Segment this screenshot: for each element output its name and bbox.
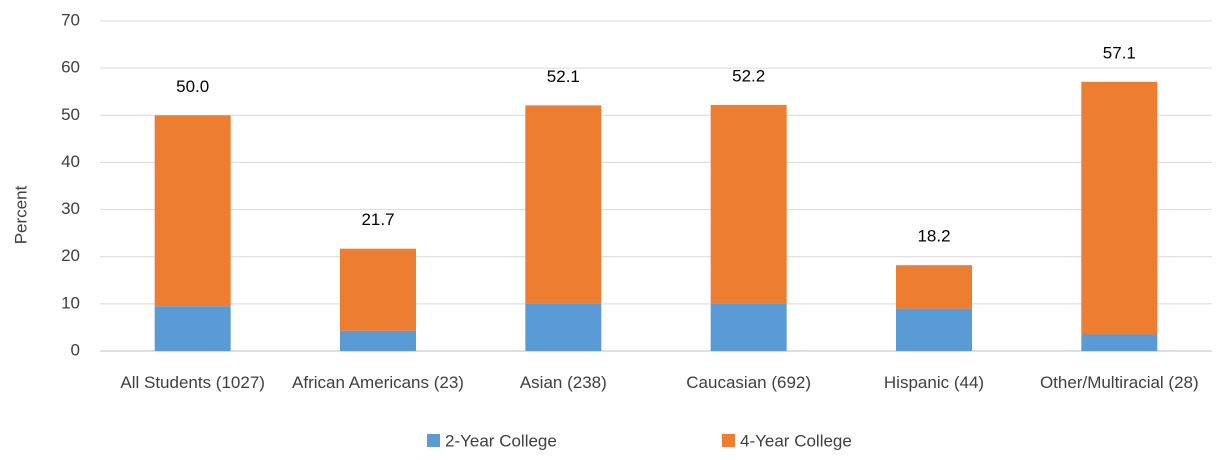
total-label: 21.7: [361, 210, 394, 229]
y-tick-label: 40: [61, 152, 80, 171]
bar-segment: [525, 303, 602, 351]
bar-segment: [340, 330, 416, 351]
y-axis-title: Percent: [11, 185, 30, 244]
y-tick-label: 10: [61, 293, 80, 312]
bar-segment: [154, 306, 231, 351]
y-tick-label: 50: [61, 105, 80, 124]
legend-swatch: [427, 434, 440, 447]
x-tick-label: Asian (238): [519, 373, 607, 392]
total-label: 52.2: [732, 66, 765, 85]
bar-segment: [154, 115, 231, 307]
total-label: 57.1: [1103, 43, 1136, 62]
y-tick-label: 0: [71, 340, 80, 359]
total-label: 52.1: [547, 67, 580, 86]
bar-segment: [1081, 81, 1158, 335]
x-tick-label: All Students (1027): [120, 373, 265, 392]
y-tick-label: 70: [61, 10, 80, 29]
total-label: 18.2: [917, 227, 950, 246]
bar-segment: [340, 248, 416, 331]
x-tick-label: Caucasian (692): [686, 373, 812, 392]
bar-segment: [710, 104, 787, 304]
x-tick-label: Hispanic (44): [883, 373, 985, 392]
legend-label: 4-Year College: [740, 431, 852, 450]
x-tick-label: African Americans (23): [292, 373, 464, 392]
y-tick-label: 20: [61, 246, 80, 265]
y-tick-label: 30: [61, 199, 80, 218]
legend-swatch: [722, 434, 735, 447]
total-label: 50.0: [176, 77, 209, 96]
y-tick-label: 60: [61, 58, 80, 77]
legend-label: 2-Year College: [445, 431, 557, 450]
bar-segment: [525, 105, 602, 304]
bar-segment: [896, 265, 972, 309]
bar-segment: [896, 308, 972, 351]
bar-segment: [1081, 334, 1158, 351]
bar-segment: [710, 303, 787, 351]
x-tick-label: Other/Multiracial (28): [1039, 373, 1199, 392]
